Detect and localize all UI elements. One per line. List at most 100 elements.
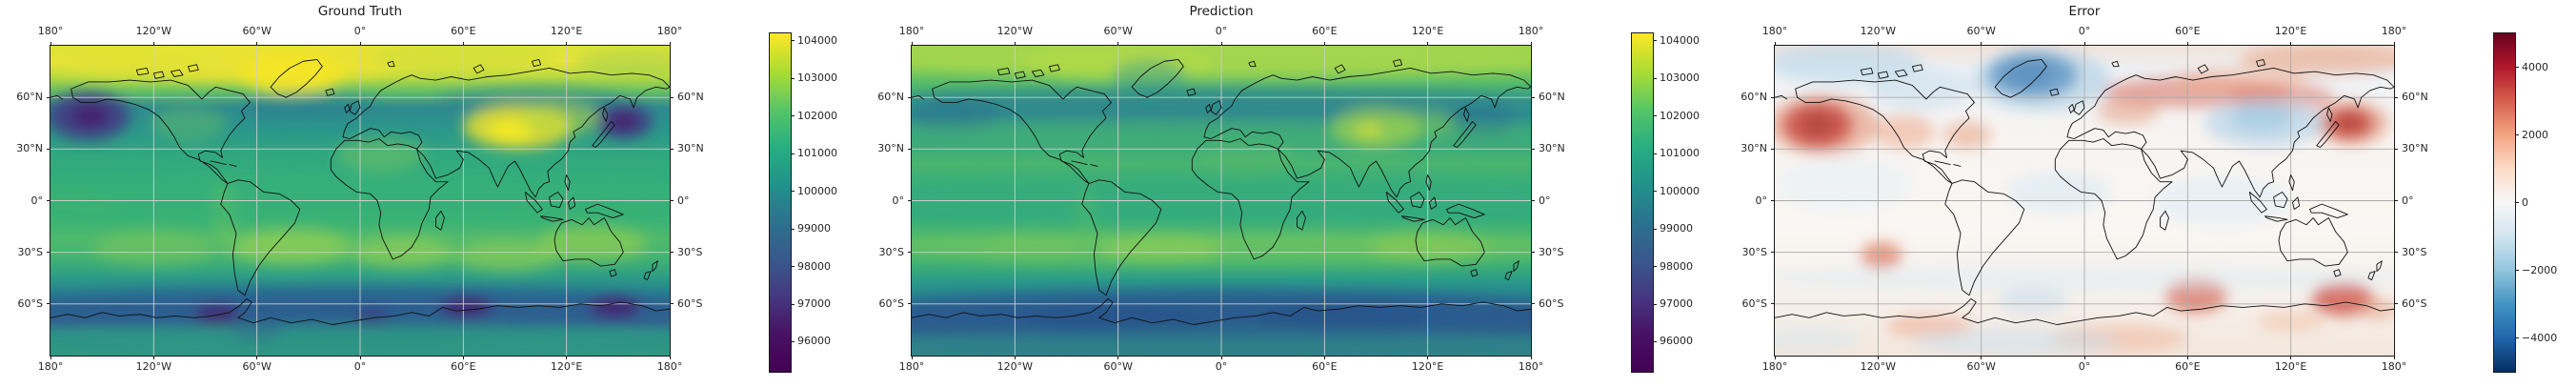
colorbar-tick [791, 153, 795, 154]
lat-tick-label: 60°S [1539, 296, 1564, 310]
lon-tick-label: 60°E [451, 25, 476, 37]
colorbar-tick [1653, 266, 1657, 268]
axis-tick [256, 356, 258, 359]
field-blob [440, 296, 493, 318]
axis-tick [908, 148, 912, 150]
colorbar-tick [1653, 153, 1657, 154]
lon-tick-label: 60°W [1103, 25, 1133, 37]
colorbar-tick-label: −4000 [2522, 331, 2558, 344]
axis-tick [2394, 303, 2398, 305]
lon-tick-label: 120°W [1860, 360, 1897, 373]
lon-tick-label: 120°W [135, 360, 172, 373]
axis-tick [1220, 356, 1222, 359]
field-anomaly-blobs [912, 46, 1531, 356]
axis-tick [462, 42, 464, 46]
field-blob [150, 106, 227, 141]
axis-tick [47, 148, 50, 150]
lat-tick-label: 30°S [677, 245, 703, 258]
lon-tick-label: 60°W [242, 360, 272, 373]
colorbar-tick [1653, 115, 1657, 117]
lon-tick-label: 120°W [135, 25, 172, 37]
colorbar-tick [1653, 77, 1657, 79]
lon-tick-label: 180° [37, 25, 64, 37]
colorbar-tick [2515, 134, 2519, 135]
lon-tick-label: 120°W [1860, 25, 1897, 37]
lon-tick-label: 120°W [996, 25, 1034, 37]
axis-tick [1117, 356, 1119, 359]
lat-tick-label: 60°N [16, 91, 43, 104]
field-blob [589, 296, 641, 318]
lon-tick-label: 60°E [451, 360, 476, 373]
field-blob [574, 49, 670, 77]
lon-tick-label: 180° [898, 25, 925, 37]
colorbar-tick [791, 340, 795, 342]
axis-tick [1981, 356, 1982, 359]
axis-tick [908, 200, 912, 201]
axis-tick [2083, 356, 2085, 359]
lon-tick-label: 60°W [1103, 360, 1133, 373]
graticule-grid [50, 46, 670, 356]
colorbar-ground-truth [769, 32, 792, 373]
lat-tick-label: 30°S [1539, 245, 1564, 258]
axis-tick [462, 356, 464, 359]
axis-tick [1771, 200, 1775, 201]
lon-tick-label: 0° [353, 25, 367, 37]
axis-tick [1323, 42, 1325, 46]
graticule-grid [912, 46, 1531, 356]
field-blob [2230, 104, 2293, 133]
axis-tick [2394, 200, 2398, 201]
axis-tick [1531, 148, 1535, 150]
axis-tick [2186, 42, 2188, 46]
colorbar-tick-label: −2000 [2522, 263, 2558, 276]
axis-tick [670, 200, 674, 201]
axis-tick [1771, 148, 1775, 150]
field-blob [1861, 241, 1902, 270]
axis-tick [1427, 356, 1429, 359]
field-blob [1998, 286, 2067, 315]
axis-tick [1877, 42, 1879, 46]
lon-tick-label: 180° [2381, 360, 2407, 373]
colorbar-tick-label: 101000 [797, 147, 837, 160]
lat-tick-label: 0° [2402, 194, 2414, 207]
axis-tick [50, 356, 51, 359]
colorbar-tick [1653, 191, 1657, 193]
field-blob [231, 230, 352, 265]
lon-tick-label: 0° [2078, 360, 2091, 373]
axis-tick [1117, 42, 1119, 46]
lon-tick-label: 180° [1518, 25, 1544, 37]
axis-tick [256, 42, 258, 46]
colorbar-tick [791, 77, 795, 79]
lat-tick-label: 0° [1539, 194, 1551, 207]
axis-tick [2186, 356, 2188, 359]
axis-tick [1771, 303, 1775, 305]
field-blob [518, 100, 601, 135]
lat-tick-label: 60°S [17, 296, 43, 310]
axis-tick [1774, 356, 1776, 359]
lat-tick-label: 30°N [677, 142, 704, 155]
lon-tick-label: 0° [2078, 25, 2091, 37]
axis-tick [47, 252, 50, 254]
colorbar-prediction [1631, 32, 1654, 373]
axis-tick [2394, 252, 2398, 254]
colorbar-tick-label: 104000 [797, 33, 837, 47]
field-blob [980, 233, 1084, 261]
field-blob [1972, 49, 2111, 112]
lat-tick-label: 60°S [1741, 296, 1767, 310]
axis-tick [1981, 42, 1982, 46]
colorbar-tick [791, 40, 795, 42]
lat-tick-label: 30°N [1741, 142, 1767, 155]
lon-tick-label: 180° [1761, 360, 1788, 373]
colorbar-tick [2515, 67, 2519, 68]
lon-tick-label: 0° [353, 360, 367, 373]
field-blob [1912, 328, 2120, 356]
field-blob [1386, 109, 1456, 137]
axis-tick [1877, 356, 1879, 359]
lon-tick-label: 180° [656, 25, 683, 37]
axis-tick [1531, 252, 1535, 254]
field-blob [1869, 68, 1973, 110]
lat-tick-label: 60°S [677, 296, 703, 310]
field-blob [1100, 235, 1221, 263]
axis-tick [50, 42, 51, 46]
colorbar-tick [1653, 340, 1657, 342]
colorbar-tick-label: 99000 [797, 222, 831, 235]
